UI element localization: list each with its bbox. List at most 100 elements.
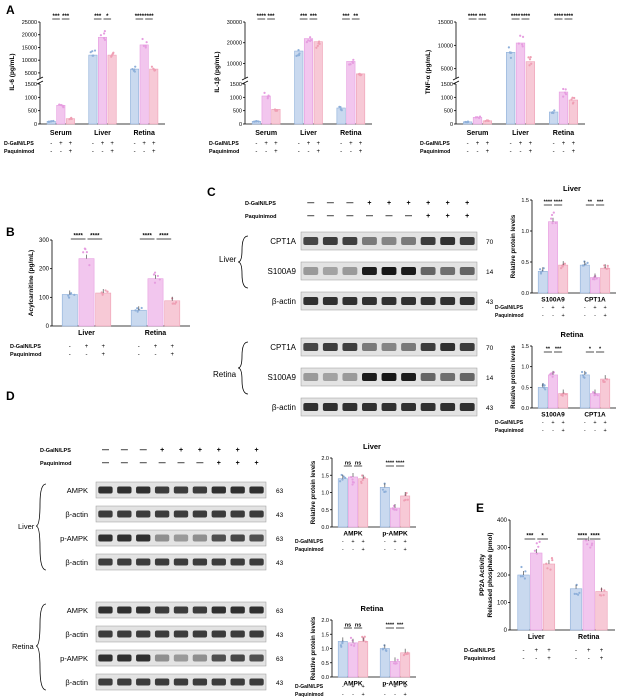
data-point [351,639,354,642]
liver-blot-c-band [440,237,456,245]
data-point [142,44,145,48]
data-point [520,565,523,569]
liver-blot-d-membrane [95,529,267,547]
kda-label: 43 [276,632,284,639]
significance-label: ns [355,461,361,467]
significance-label: **** [144,14,154,20]
liver-blot-d-band [211,510,226,518]
treatment-sign: - [584,305,586,311]
axis-break [36,76,44,81]
data-point [73,293,76,297]
chart-title: Retina [561,330,585,339]
treatment-label-dgal: D-GalN/LPS [209,141,239,147]
bar [537,387,548,409]
tissue-label-liver: Liver [18,522,35,531]
significance-label: ** [353,14,358,20]
liver-blot-c-band [381,237,397,245]
lane-sign: — [327,200,334,207]
data-point [111,52,114,55]
blot-label: β-actin [65,630,88,639]
group-label: Liver [512,130,529,137]
treatment-label-paq: Paquinimod [420,149,450,155]
treatment-sign: + [142,141,146,147]
y-tick-label: 1.0 [321,491,329,497]
data-point [550,217,553,220]
treatment-label-dgal: D-GalN/LPS [295,684,324,690]
bar [548,221,558,294]
liver-blot-d-band [230,534,245,542]
significance-label: **** [386,623,395,629]
tissue-label-retina: Retina [213,370,237,379]
bracket-brace [237,341,249,395]
treatment-sign: - [50,149,52,155]
treatment-sign: + [170,344,174,350]
data-point [595,277,598,280]
group-label: CPT1A [584,412,606,419]
treatment-sign: + [170,352,174,358]
y-axis-label: Relative protein levels [511,214,517,278]
data-point [562,87,565,91]
data-point [521,43,524,46]
lane-sign: + [217,447,221,454]
blot-label: p-AMPK [60,654,88,663]
data-point [174,301,178,304]
treatment-sign: + [600,648,604,654]
data-point [404,498,407,501]
significance-label: *** [53,14,61,20]
data-point [396,658,399,661]
blot-label: p-AMPK [60,534,88,543]
treatment-sign: - [563,149,565,155]
treatment-sign: + [110,149,114,155]
treatment-sign: - [552,313,554,319]
liver-blot-d-band [136,534,151,542]
data-point [255,120,258,123]
bar [379,487,390,528]
treatment-sign: + [307,141,311,147]
bracket-brace [35,603,47,691]
data-point [576,593,580,596]
liver-blot-c-band [420,267,436,275]
data-point [383,644,386,647]
significance-label: **** [257,14,267,20]
blot-label: β-actin [65,510,88,519]
y-axis-label: Relative protein levels [511,345,517,409]
liver-blot-d-band [173,510,189,518]
treatment-sign: - [352,692,354,697]
bar [558,264,569,294]
axis-break [241,80,249,85]
significance-label: *** [555,347,562,353]
lane-sign: — [196,460,203,467]
treatment-sign: - [134,141,136,147]
data-point [553,109,556,112]
liver-blot-c-band [322,267,338,275]
data-point [551,559,554,562]
significance-label: **** [142,234,152,240]
treatment-sign: + [349,141,353,147]
lane-sign: + [255,460,259,467]
bar [595,591,608,631]
bar [542,563,556,631]
significance-label: ns [345,461,351,467]
liver-blot-d-band [98,534,113,542]
retina-blot-c-band [303,403,319,411]
data-point [315,46,318,49]
bar [336,107,346,125]
treatment-sign: - [340,149,342,155]
blot-label: CPT1A [270,343,296,352]
data-point [593,394,596,397]
liver-blot-d-band [136,486,151,494]
treatment-sign: + [110,141,114,147]
data-point [524,570,527,573]
data-point [509,56,513,60]
treatment-sign: - [523,656,525,662]
data-point [58,103,61,106]
treatment-label-dgal: D-GalN/LPS [4,141,34,147]
data-point [552,371,555,374]
liver-blot-d-band [154,534,170,542]
group-label: Serum [255,130,277,137]
retina-blot-d-band [136,606,151,614]
treatment-sign: + [152,149,156,155]
data-point [549,373,552,376]
liver-blot-d-band [98,558,113,566]
retina-blot-d-band [136,678,151,686]
